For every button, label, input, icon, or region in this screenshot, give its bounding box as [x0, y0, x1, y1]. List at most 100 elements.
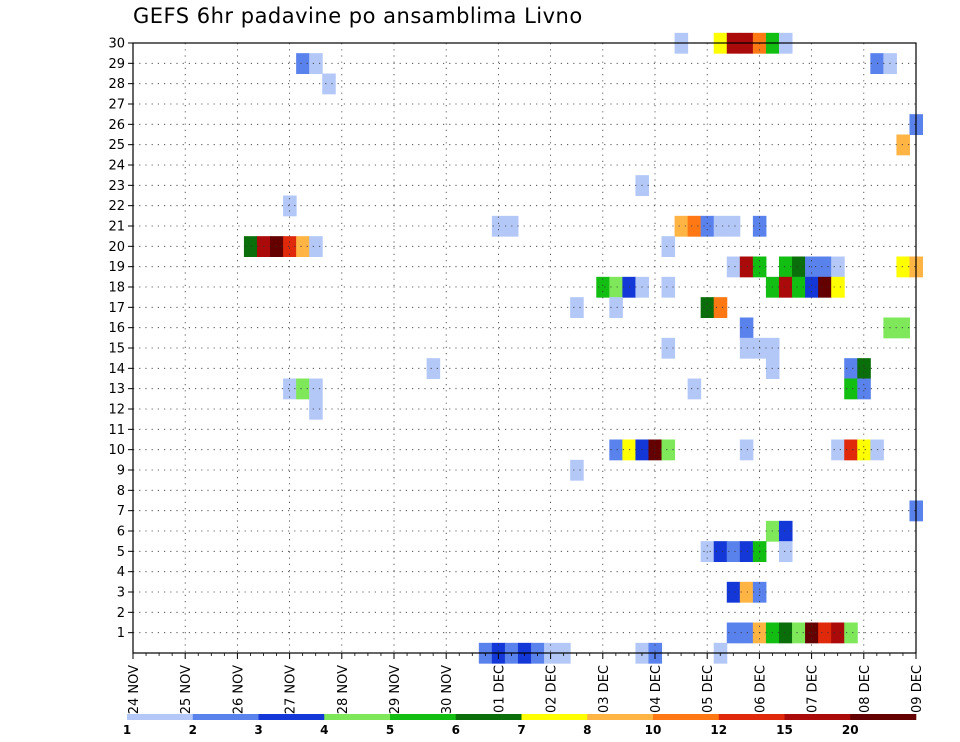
- heatmap-cell: [309, 378, 323, 400]
- y-tick-label: 7: [117, 504, 125, 519]
- x-tick-label: 29 NOV: [388, 665, 403, 714]
- y-tick-label: 29: [108, 57, 125, 72]
- heatmap-cell: [739, 317, 754, 339]
- heatmap-cell: [674, 215, 689, 237]
- heatmap-cell: [831, 622, 845, 644]
- legend-label: 1: [123, 723, 131, 737]
- y-tick-label: 6: [117, 525, 125, 540]
- x-tick-label: 09 DEC: [910, 665, 925, 713]
- heatmap-cell: [661, 276, 676, 298]
- legend-label: 10: [645, 723, 662, 737]
- heatmap-cell: [831, 439, 845, 461]
- x-tick-label: 02 DEC: [545, 665, 560, 713]
- heatmap-cell: [778, 541, 793, 562]
- y-tick-label: 19: [108, 260, 125, 275]
- legend-label: 20: [842, 723, 859, 737]
- heatmap-cell: [844, 358, 858, 379]
- x-tick-label: 27 NOV: [284, 665, 299, 714]
- y-tick-label: 9: [117, 464, 125, 479]
- heatmap-cell: [322, 73, 336, 95]
- x-axis: 24 NOV 25 NOV 26 NOV 27 NOV 28 NOV 29 NOV 30 N…: [127, 653, 925, 714]
- heatmap-cell: [661, 337, 676, 359]
- y-tick-label: 25: [108, 138, 125, 153]
- heatmap-cell: [792, 276, 806, 298]
- heatmap-cell: [844, 378, 858, 400]
- legend-label: 8: [583, 723, 591, 737]
- heatmap-cell: [726, 622, 741, 644]
- y-tick-label: 16: [108, 321, 125, 336]
- y-tick-label: 4: [117, 565, 125, 580]
- heatmap-cell: [570, 297, 584, 318]
- y-tick-label: 13: [108, 382, 125, 397]
- heatmap-cell: [818, 256, 832, 278]
- heatmap-cell: [818, 276, 832, 298]
- heatmap-cell: [309, 53, 323, 74]
- heatmap-cell: [596, 276, 610, 298]
- legend-swatch: [850, 714, 917, 720]
- y-tick-label: 14: [108, 362, 125, 377]
- heatmap-cell: [831, 276, 845, 298]
- chart-title: GEFS 6hr padavine po ansamblima Livno: [133, 4, 583, 28]
- heatmap-cell: [687, 378, 702, 400]
- legend-label: 12: [710, 723, 727, 737]
- x-tick-label: 30 NOV: [440, 665, 455, 714]
- y-tick-label: 3: [117, 586, 125, 601]
- heatmap-cell: [857, 358, 871, 379]
- heatmap-cell: [778, 622, 793, 644]
- heatmap-cell: [857, 439, 871, 461]
- y-tick-label: 24: [108, 159, 125, 174]
- x-tick-label: 07 DEC: [806, 665, 821, 713]
- heatmap-cell: [778, 520, 793, 542]
- heatmap-cell: [570, 459, 584, 481]
- legend-swatch: [784, 714, 851, 720]
- x-tick-label: 05 DEC: [701, 665, 716, 713]
- heatmap-cell: [296, 378, 310, 400]
- heatmap-cell: [857, 378, 871, 400]
- legend-swatch: [258, 714, 325, 720]
- heatmap-cell: [778, 276, 793, 298]
- heatmap-cell: [726, 541, 741, 562]
- y-tick-label: 18: [108, 281, 125, 296]
- legend-swatch: [521, 714, 588, 720]
- heatmap-cell: [805, 276, 819, 298]
- heatmap-cell: [726, 581, 741, 603]
- y-tick-label: 21: [108, 220, 125, 235]
- heatmap-cell: [896, 256, 910, 278]
- legend-swatch: [390, 714, 457, 720]
- heatmap-cell: [739, 256, 754, 278]
- legend-swatch: [127, 714, 194, 720]
- legend-swatch: [718, 714, 785, 720]
- heatmap-cell: [648, 439, 663, 461]
- y-tick-label: 20: [108, 240, 125, 255]
- heatmap-cell: [309, 236, 323, 257]
- heatmap-cell: [831, 256, 845, 278]
- x-tick-label: 26 NOV: [231, 665, 246, 714]
- y-tick-label: 26: [108, 118, 125, 133]
- heatmap-cell: [609, 276, 623, 298]
- x-tick-label: 01 DEC: [492, 665, 507, 713]
- heatmap-cell: [283, 378, 297, 400]
- grid-lines: [133, 43, 916, 653]
- legend-label: 3: [254, 723, 262, 737]
- legend-label: 5: [386, 723, 394, 737]
- heatmap-cell: [739, 439, 754, 461]
- y-tick-label: 1: [117, 626, 125, 641]
- heatmap-cell: [296, 236, 310, 257]
- legend-swatch: [587, 714, 654, 720]
- heatmap-cell: [700, 215, 715, 237]
- heatmap-cell: [713, 541, 728, 562]
- x-tick-label: 25 NOV: [179, 665, 194, 714]
- heatmap-cell: [609, 439, 623, 461]
- legend-label: 7: [517, 723, 525, 737]
- y-tick-label: 27: [108, 98, 125, 113]
- heatmap-cell: [283, 195, 297, 217]
- y-tick-label: 17: [108, 301, 125, 316]
- heatmap-cell: [726, 256, 741, 278]
- heatmap-cell: [661, 236, 676, 257]
- legend-swatch: [324, 714, 391, 720]
- heatmap-cell: [818, 622, 832, 644]
- heatmap-cell: [713, 297, 728, 318]
- y-tick-label: 10: [108, 443, 125, 458]
- heatmap-cell: [778, 256, 793, 278]
- x-tick-label: 03 DEC: [597, 665, 612, 713]
